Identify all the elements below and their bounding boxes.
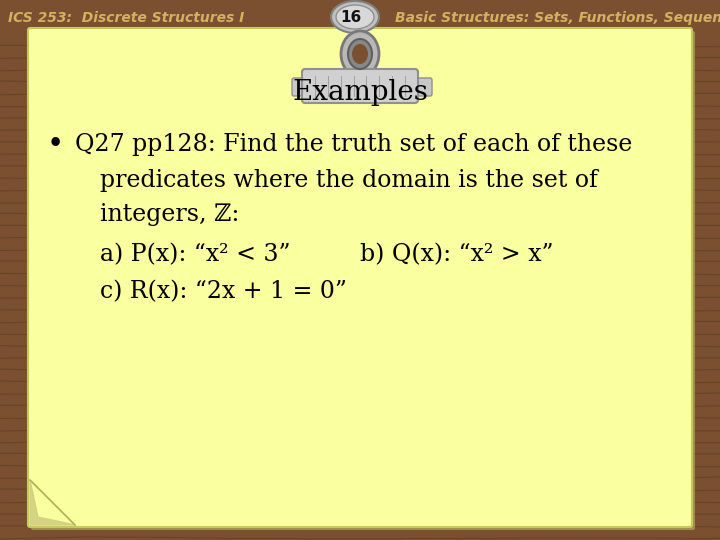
Bar [0,0,720,36]
Text: Basic Structures: Sets, Functions, Sequences and Sums: Basic Structures: Sets, Functions, Seque… [395,11,720,25]
Ellipse shape [336,5,374,29]
Text: Q27 pp128: Find the truth set of each of these: Q27 pp128: Find the truth set of each of… [75,133,632,157]
FancyBboxPatch shape [28,28,692,527]
Ellipse shape [331,1,379,33]
FancyBboxPatch shape [408,78,432,96]
Text: Examples: Examples [292,78,428,105]
Ellipse shape [348,39,372,69]
Polygon shape [30,480,75,525]
FancyBboxPatch shape [31,31,695,530]
Text: ICS 253:  Discrete Structures I: ICS 253: Discrete Structures I [8,11,244,25]
FancyBboxPatch shape [302,69,418,103]
Ellipse shape [341,31,379,77]
FancyBboxPatch shape [292,78,316,96]
Text: predicates where the domain is the set of: predicates where the domain is the set o… [100,168,598,192]
Text: c) R(x): “2x + 1 = 0”: c) R(x): “2x + 1 = 0” [100,280,347,303]
Text: •: • [46,131,63,159]
Text: b) Q(x): “x² > x”: b) Q(x): “x² > x” [360,244,554,267]
Ellipse shape [352,44,368,64]
Text: integers, ℤ:: integers, ℤ: [100,204,239,226]
Text: a) P(x): “x² < 3”: a) P(x): “x² < 3” [100,244,290,267]
Text: 16: 16 [341,10,361,24]
